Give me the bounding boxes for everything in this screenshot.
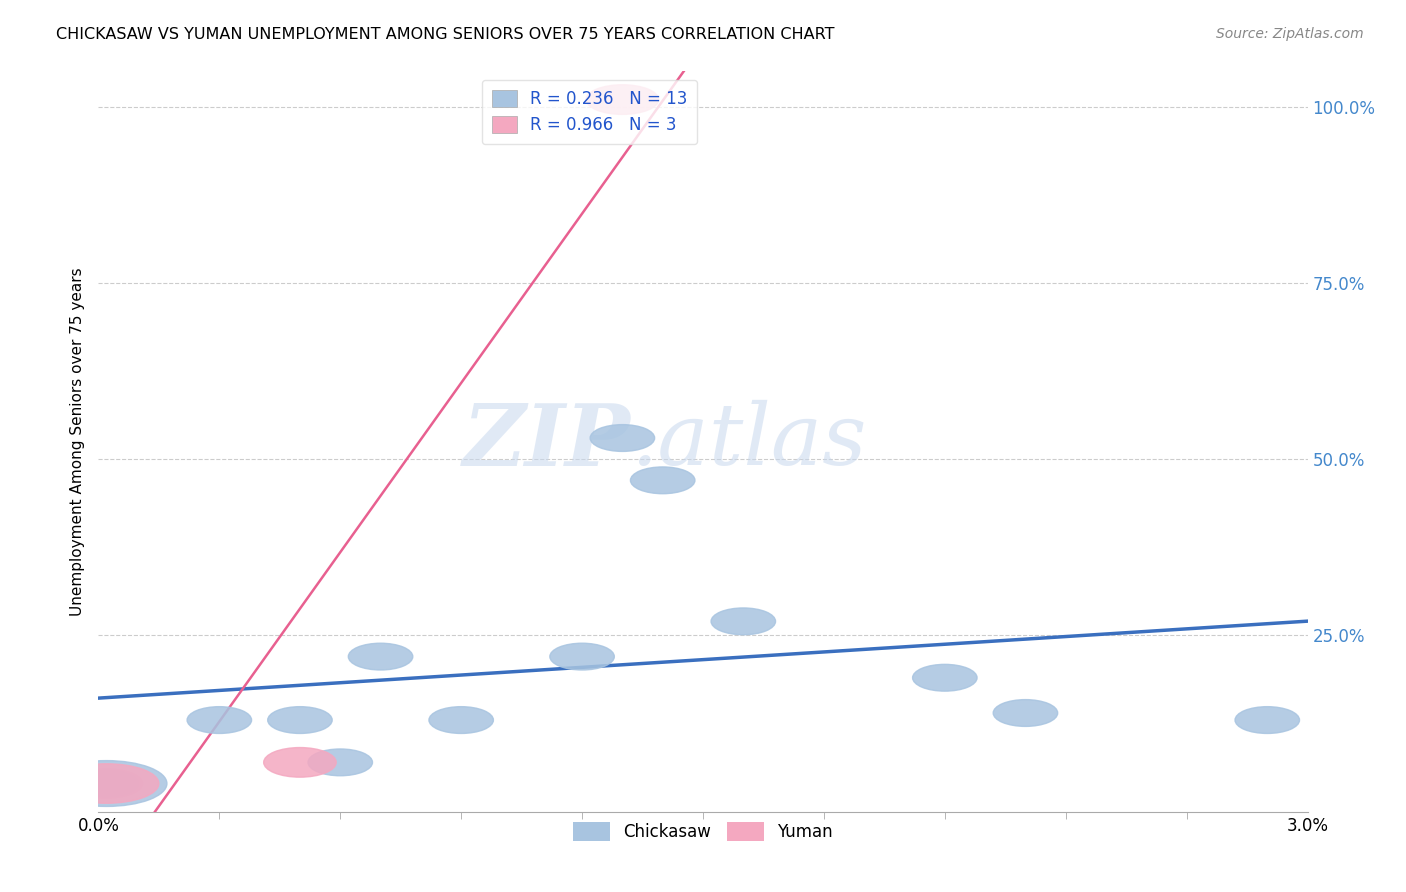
Ellipse shape (711, 608, 776, 635)
Text: ZIP: ZIP (463, 400, 630, 483)
Ellipse shape (75, 770, 139, 797)
Ellipse shape (586, 85, 658, 114)
Ellipse shape (993, 699, 1057, 726)
Ellipse shape (70, 769, 143, 798)
Ellipse shape (264, 747, 336, 777)
Ellipse shape (912, 665, 977, 691)
Text: .atlas: .atlas (630, 401, 868, 483)
Ellipse shape (1234, 706, 1299, 733)
Ellipse shape (429, 706, 494, 733)
Ellipse shape (591, 425, 655, 451)
Y-axis label: Unemployment Among Seniors over 75 years: Unemployment Among Seniors over 75 years (69, 268, 84, 615)
Ellipse shape (308, 749, 373, 776)
Text: Source: ZipAtlas.com: Source: ZipAtlas.com (1216, 27, 1364, 41)
Ellipse shape (550, 643, 614, 670)
Text: CHICKASAW VS YUMAN UNEMPLOYMENT AMONG SENIORS OVER 75 YEARS CORRELATION CHART: CHICKASAW VS YUMAN UNEMPLOYMENT AMONG SE… (56, 27, 835, 42)
Ellipse shape (53, 764, 159, 804)
Ellipse shape (46, 761, 167, 806)
Legend: Chickasaw, Yuman: Chickasaw, Yuman (567, 815, 839, 847)
Ellipse shape (349, 643, 413, 670)
Ellipse shape (187, 706, 252, 733)
Ellipse shape (267, 706, 332, 733)
Ellipse shape (630, 467, 695, 493)
